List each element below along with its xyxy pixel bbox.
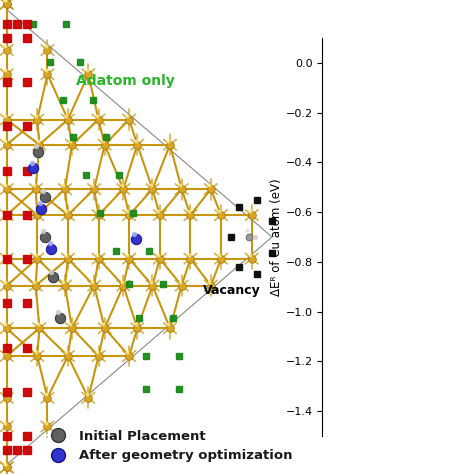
Text: Vacancy: Vacancy: [203, 284, 261, 297]
Legend: Initial Placement, After geometry optimization: Initial Placement, After geometry optimi…: [40, 424, 298, 467]
Text: Adatom only: Adatom only: [76, 74, 175, 88]
Y-axis label: ΔEᴿ of Cu atom (eV): ΔEᴿ of Cu atom (eV): [270, 178, 283, 296]
